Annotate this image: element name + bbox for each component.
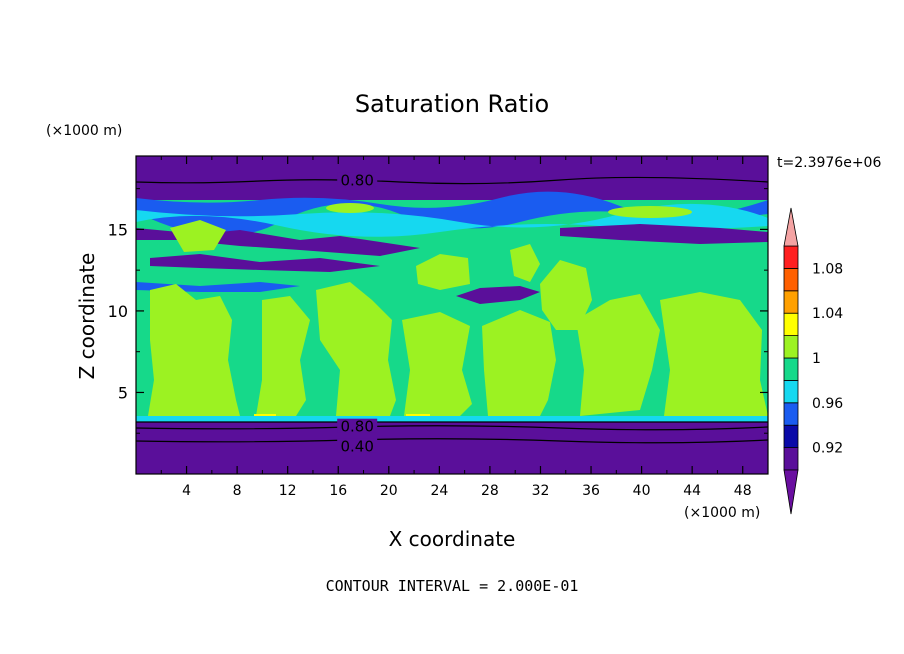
colorbar-label: 1.08 [812,261,843,277]
filament-2 [150,254,380,272]
y-tick-label: 10 [108,302,128,321]
colorbar-over-triangle [783,207,799,247]
y-axis: 5 10 15 [108,188,768,434]
x-tick-label: 24 [430,483,448,499]
band-upper-blue [136,191,768,236]
colorbar-swatch [783,312,799,337]
cloud-patch-5 [482,310,556,416]
x-tick-label: 28 [481,483,499,499]
colorbar-label: 0.96 [812,396,843,412]
cloud-patch-2 [256,296,310,416]
x-axis-label: X coordinate [389,527,516,551]
colorbar-under-triangle [783,469,799,515]
band-lower-dry [136,422,768,474]
cloud-patch-12 [608,206,692,218]
colorbar-swatch [783,447,799,471]
contour-interval-footer: CONTOUR INTERVAL = 2.000E-01 [326,577,579,595]
contour-label: 0.40 [340,437,373,455]
x-unit-label: (×1000 m) [684,505,760,521]
colorbar-swatch [783,245,799,269]
colorbar-swatch [783,357,799,381]
x-tick-label: 16 [329,483,347,499]
cloud-patch-3 [316,282,396,416]
contour-line-lower-080 [136,425,768,431]
contour-line-upper-080 [136,176,768,185]
band-upper-cyan [136,203,768,237]
colorbar-swatch [783,267,799,292]
x-tick-label: 48 [734,483,752,499]
contour-label: 0.80 [340,418,373,436]
cloud-patch-11 [510,244,540,282]
colorbar-label: 1.04 [812,306,843,322]
colorbar-label: 0.92 [812,441,843,457]
contour-labels: 0.800.800.40 [337,171,378,455]
cloud-patch-10 [416,254,470,290]
colorbar-swatch [783,379,799,404]
colorbar: 0.92 0.96 1 1.04 1.08 [783,207,843,515]
cloud-patch-6 [540,260,592,330]
surface-cyan [136,416,768,422]
cloud-patch-9 [170,220,226,252]
filament-3 [560,224,768,244]
x-tick-label: 4 [182,483,191,499]
cloud-patch-7 [576,294,660,416]
y-tick-label: 15 [108,220,128,239]
colorbar-swatch [783,290,799,314]
cloud-patch-1 [148,284,240,416]
x-axis: 4 8 12 16 20 24 28 32 36 40 44 48 [160,156,752,499]
x-tick-label: 12 [279,483,297,499]
chart-title: Saturation Ratio [355,90,549,118]
surface-yellow-2 [254,414,276,417]
plot-frame [135,155,769,475]
cloud-patch-4 [402,312,472,416]
contour-label-bg [337,172,378,187]
x-tick-label: 20 [380,483,398,499]
contour-label-bg [337,438,378,453]
x-tick-label: 44 [683,483,701,499]
y-axis-label: Z coordinate [75,253,99,380]
colorbar-swatch [783,402,799,426]
filament-4 [456,286,540,304]
x-tick-label: 32 [532,483,550,499]
colorbar-label: 1 [812,351,821,367]
contour-label: 0.80 [340,171,373,189]
colorbar-swatch [783,424,799,449]
cloud-patch-13 [326,203,374,213]
x-tick-label: 36 [582,483,600,499]
colorbar-swatch [783,335,799,359]
x-tick-label: 40 [633,483,651,499]
contour-label-bg [337,418,378,433]
y-unit-label: (×1000 m) [46,123,122,139]
plot-area: 0.800.800.40 [135,155,769,475]
contour-line-lower-040 [136,438,768,444]
cloud-patch-8 [660,292,768,416]
time-label: t=2.3976e+06 [777,155,881,171]
y-tick-label: 5 [118,383,128,402]
x-tick-label: 8 [233,483,242,499]
